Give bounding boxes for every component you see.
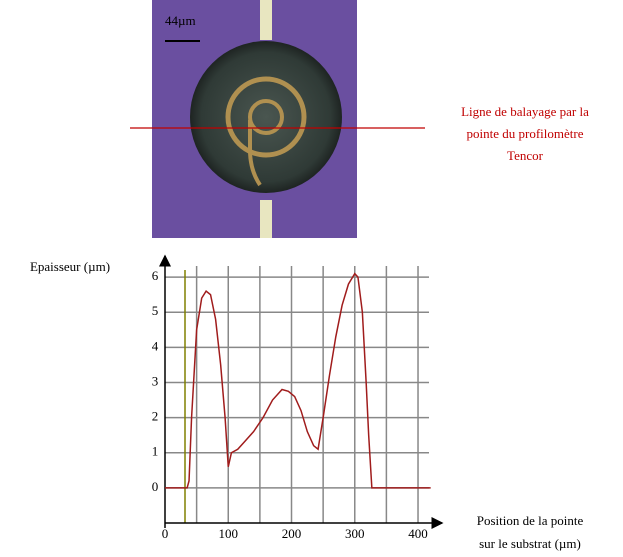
x-axis-label: Position de la pointe [477, 513, 584, 528]
y-tick-label: 3 [152, 373, 159, 388]
scale-label: 44µm [165, 13, 196, 28]
y-tick-label: 2 [152, 409, 159, 424]
annotation: Tencor [507, 148, 544, 163]
data-line [165, 272, 431, 489]
y-axis-label: Epaisseur (µm) [30, 259, 110, 274]
x-tick-label: 100 [219, 526, 239, 541]
y-tick-label: 0 [152, 479, 159, 494]
x-tick-label: 200 [282, 526, 302, 541]
x-axis-label: sur le substrat (µm) [479, 536, 581, 551]
y-tick-label: 6 [152, 268, 159, 283]
micrograph: 44µm [152, 0, 357, 238]
y-tick-label: 5 [152, 303, 159, 318]
x-tick-label: 300 [345, 526, 365, 541]
annotation: pointe du profilomètre [467, 126, 584, 141]
y-tick-label: 1 [152, 444, 159, 459]
y-tick-label: 4 [152, 338, 159, 353]
annotation: Ligne de balayage par la [461, 104, 589, 119]
x-tick-label: 0 [162, 526, 169, 541]
x-tick-label: 400 [408, 526, 428, 541]
